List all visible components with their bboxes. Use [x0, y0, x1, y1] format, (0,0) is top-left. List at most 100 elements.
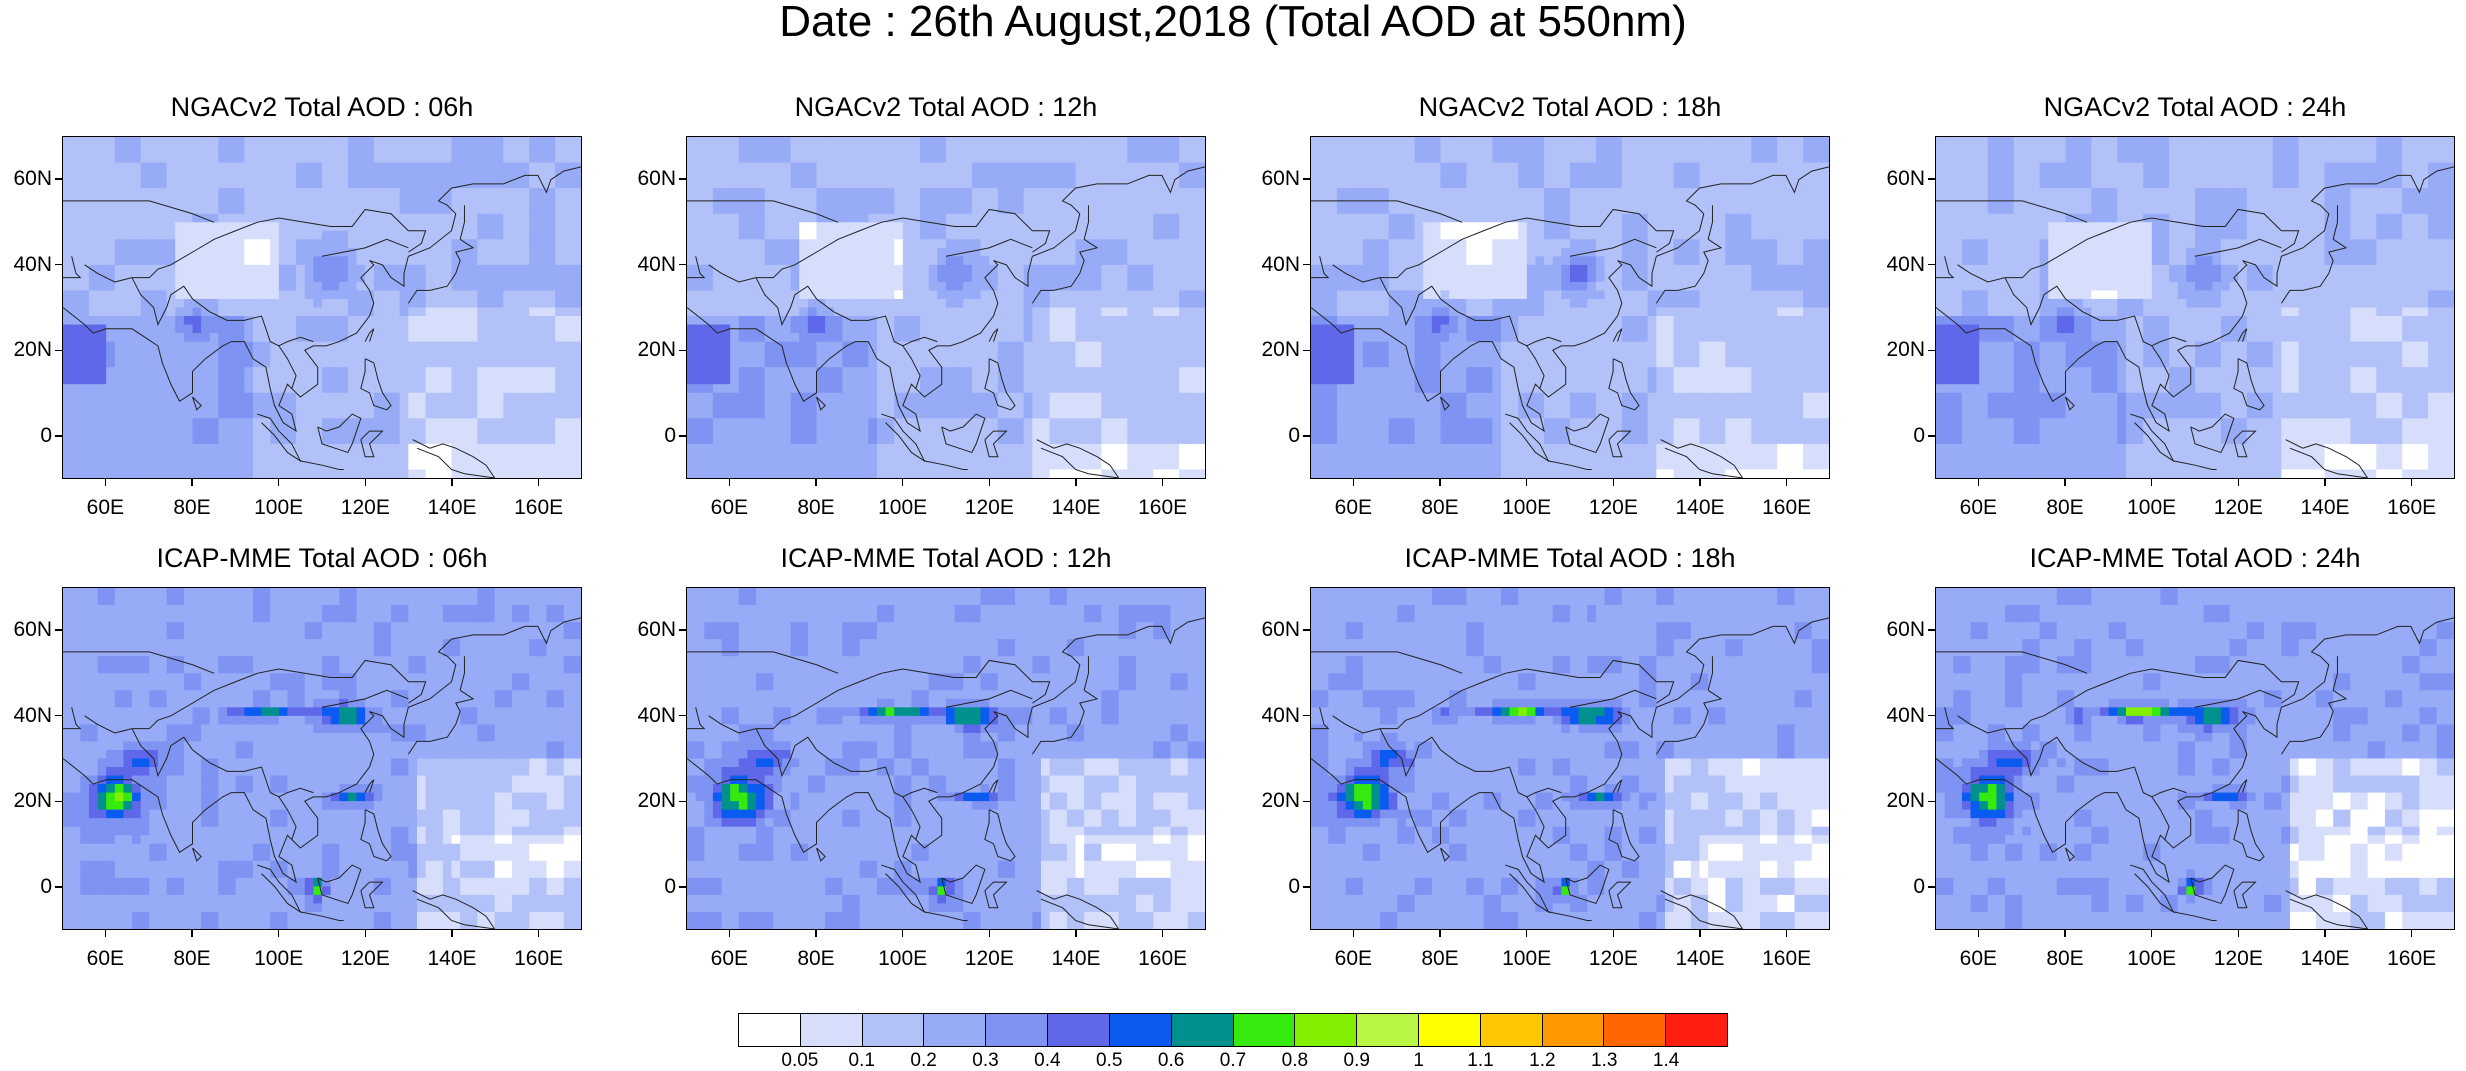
lon-tick-mark: [988, 479, 991, 486]
aod-cell: [894, 426, 904, 436]
aod-cell: [885, 307, 895, 317]
aod-cell: [399, 367, 409, 377]
aod-cell: [261, 392, 271, 402]
aod-cell: [1144, 350, 1154, 360]
aod-cell: [721, 264, 731, 274]
aod-cell: [183, 239, 194, 249]
coastline: [407, 238, 475, 304]
aod-cell: [687, 316, 697, 326]
aod-cell: [261, 171, 271, 181]
aod-cell: [572, 196, 581, 206]
aod-cell: [278, 273, 289, 283]
aod-cell: [442, 375, 453, 385]
aod-cell: [1058, 145, 1068, 155]
aod-cell: [106, 401, 116, 411]
aod-cell: [963, 384, 973, 394]
aod-cell: [997, 137, 1008, 147]
aod-cell: [477, 341, 487, 351]
lon-tick-label: 120E: [340, 496, 390, 519]
aod-cell: [1179, 426, 1189, 436]
aod-cell: [442, 384, 453, 394]
aod-cell: [1006, 298, 1016, 309]
aod-cell: [434, 188, 444, 198]
aod-cell: [434, 256, 444, 266]
aod-cell: [114, 239, 125, 249]
aod-cell: [511, 460, 522, 471]
aod-cell: [1084, 171, 1094, 181]
aod-cell: [1466, 137, 1476, 147]
aod-cell: [373, 307, 384, 317]
aod-cell: [106, 469, 116, 478]
aod-cell: [1015, 426, 1025, 436]
aod-cell: [546, 333, 556, 343]
aod-cell: [1110, 196, 1120, 206]
aod-cell: [252, 222, 263, 232]
aod-cell: [373, 137, 384, 147]
aod-cell: [1075, 298, 1085, 309]
aod-cell: [477, 367, 487, 377]
aod-cell: [244, 324, 254, 334]
aod-cell: [132, 443, 142, 454]
aod-cell: [954, 239, 964, 249]
aod-cell: [88, 401, 99, 411]
aod-cell: [330, 367, 340, 377]
aod-cell: [477, 350, 487, 360]
aod-cell: [1144, 460, 1154, 471]
aod-cell: [1135, 443, 1146, 454]
aod-cell: [63, 281, 73, 292]
aod-cell: [408, 281, 418, 292]
aod-cell: [1170, 213, 1180, 223]
aod-cell: [885, 401, 895, 411]
aod-cell: [235, 324, 245, 334]
aod-cell: [71, 298, 81, 309]
coastline: [317, 413, 362, 454]
aod-cell: [851, 307, 861, 317]
aod-cell: [687, 307, 697, 317]
aod-cell: [894, 392, 904, 402]
aod-cell: [511, 375, 522, 385]
aod-cell: [851, 273, 861, 283]
aod-cell: [572, 316, 581, 326]
aod-cell: [1015, 392, 1025, 402]
aod-cell: [773, 460, 783, 471]
aod-cell: [1084, 298, 1094, 309]
aod-cell: [1110, 230, 1120, 240]
aod-cell: [920, 162, 930, 172]
aod-cell: [114, 426, 125, 436]
aod-cell: [876, 273, 887, 283]
aod-cell: [946, 290, 956, 300]
aod-cell: [572, 409, 581, 419]
aod-cell: [175, 452, 185, 462]
aod-cell: [563, 452, 573, 462]
aod-cell: [1621, 137, 1632, 147]
aod-cell: [537, 333, 548, 343]
aod-cell: [756, 324, 766, 334]
aod-cell: [790, 358, 800, 368]
aod-cell: [218, 418, 228, 428]
aod-cell: [244, 307, 254, 317]
aod-cell: [244, 290, 254, 300]
aod-cell: [1015, 298, 1025, 309]
aod-cell: [218, 298, 228, 309]
aod-cell: [1118, 333, 1128, 343]
aod-cell: [468, 213, 478, 223]
aod-cell: [1187, 452, 1197, 462]
aod-cell: [227, 341, 237, 351]
aod-cell: [192, 401, 202, 411]
aod-cell: [1118, 222, 1128, 232]
aod-cell: [997, 298, 1008, 309]
aod-cell: [157, 145, 168, 155]
aod-cell: [687, 460, 697, 471]
aod-cell: [296, 171, 306, 181]
aod-cell: [1179, 452, 1189, 462]
aod-cell: [1006, 443, 1016, 454]
aod-cell: [911, 188, 921, 198]
aod-cell: [227, 179, 237, 189]
aod-cell: [1630, 145, 1640, 155]
aod-cell: [296, 350, 306, 360]
aod-cell: [1196, 290, 1205, 300]
aod-cell: [799, 426, 809, 436]
aod-cell: [304, 443, 314, 454]
aod-cell: [520, 290, 530, 300]
aod-cell: [313, 162, 323, 172]
